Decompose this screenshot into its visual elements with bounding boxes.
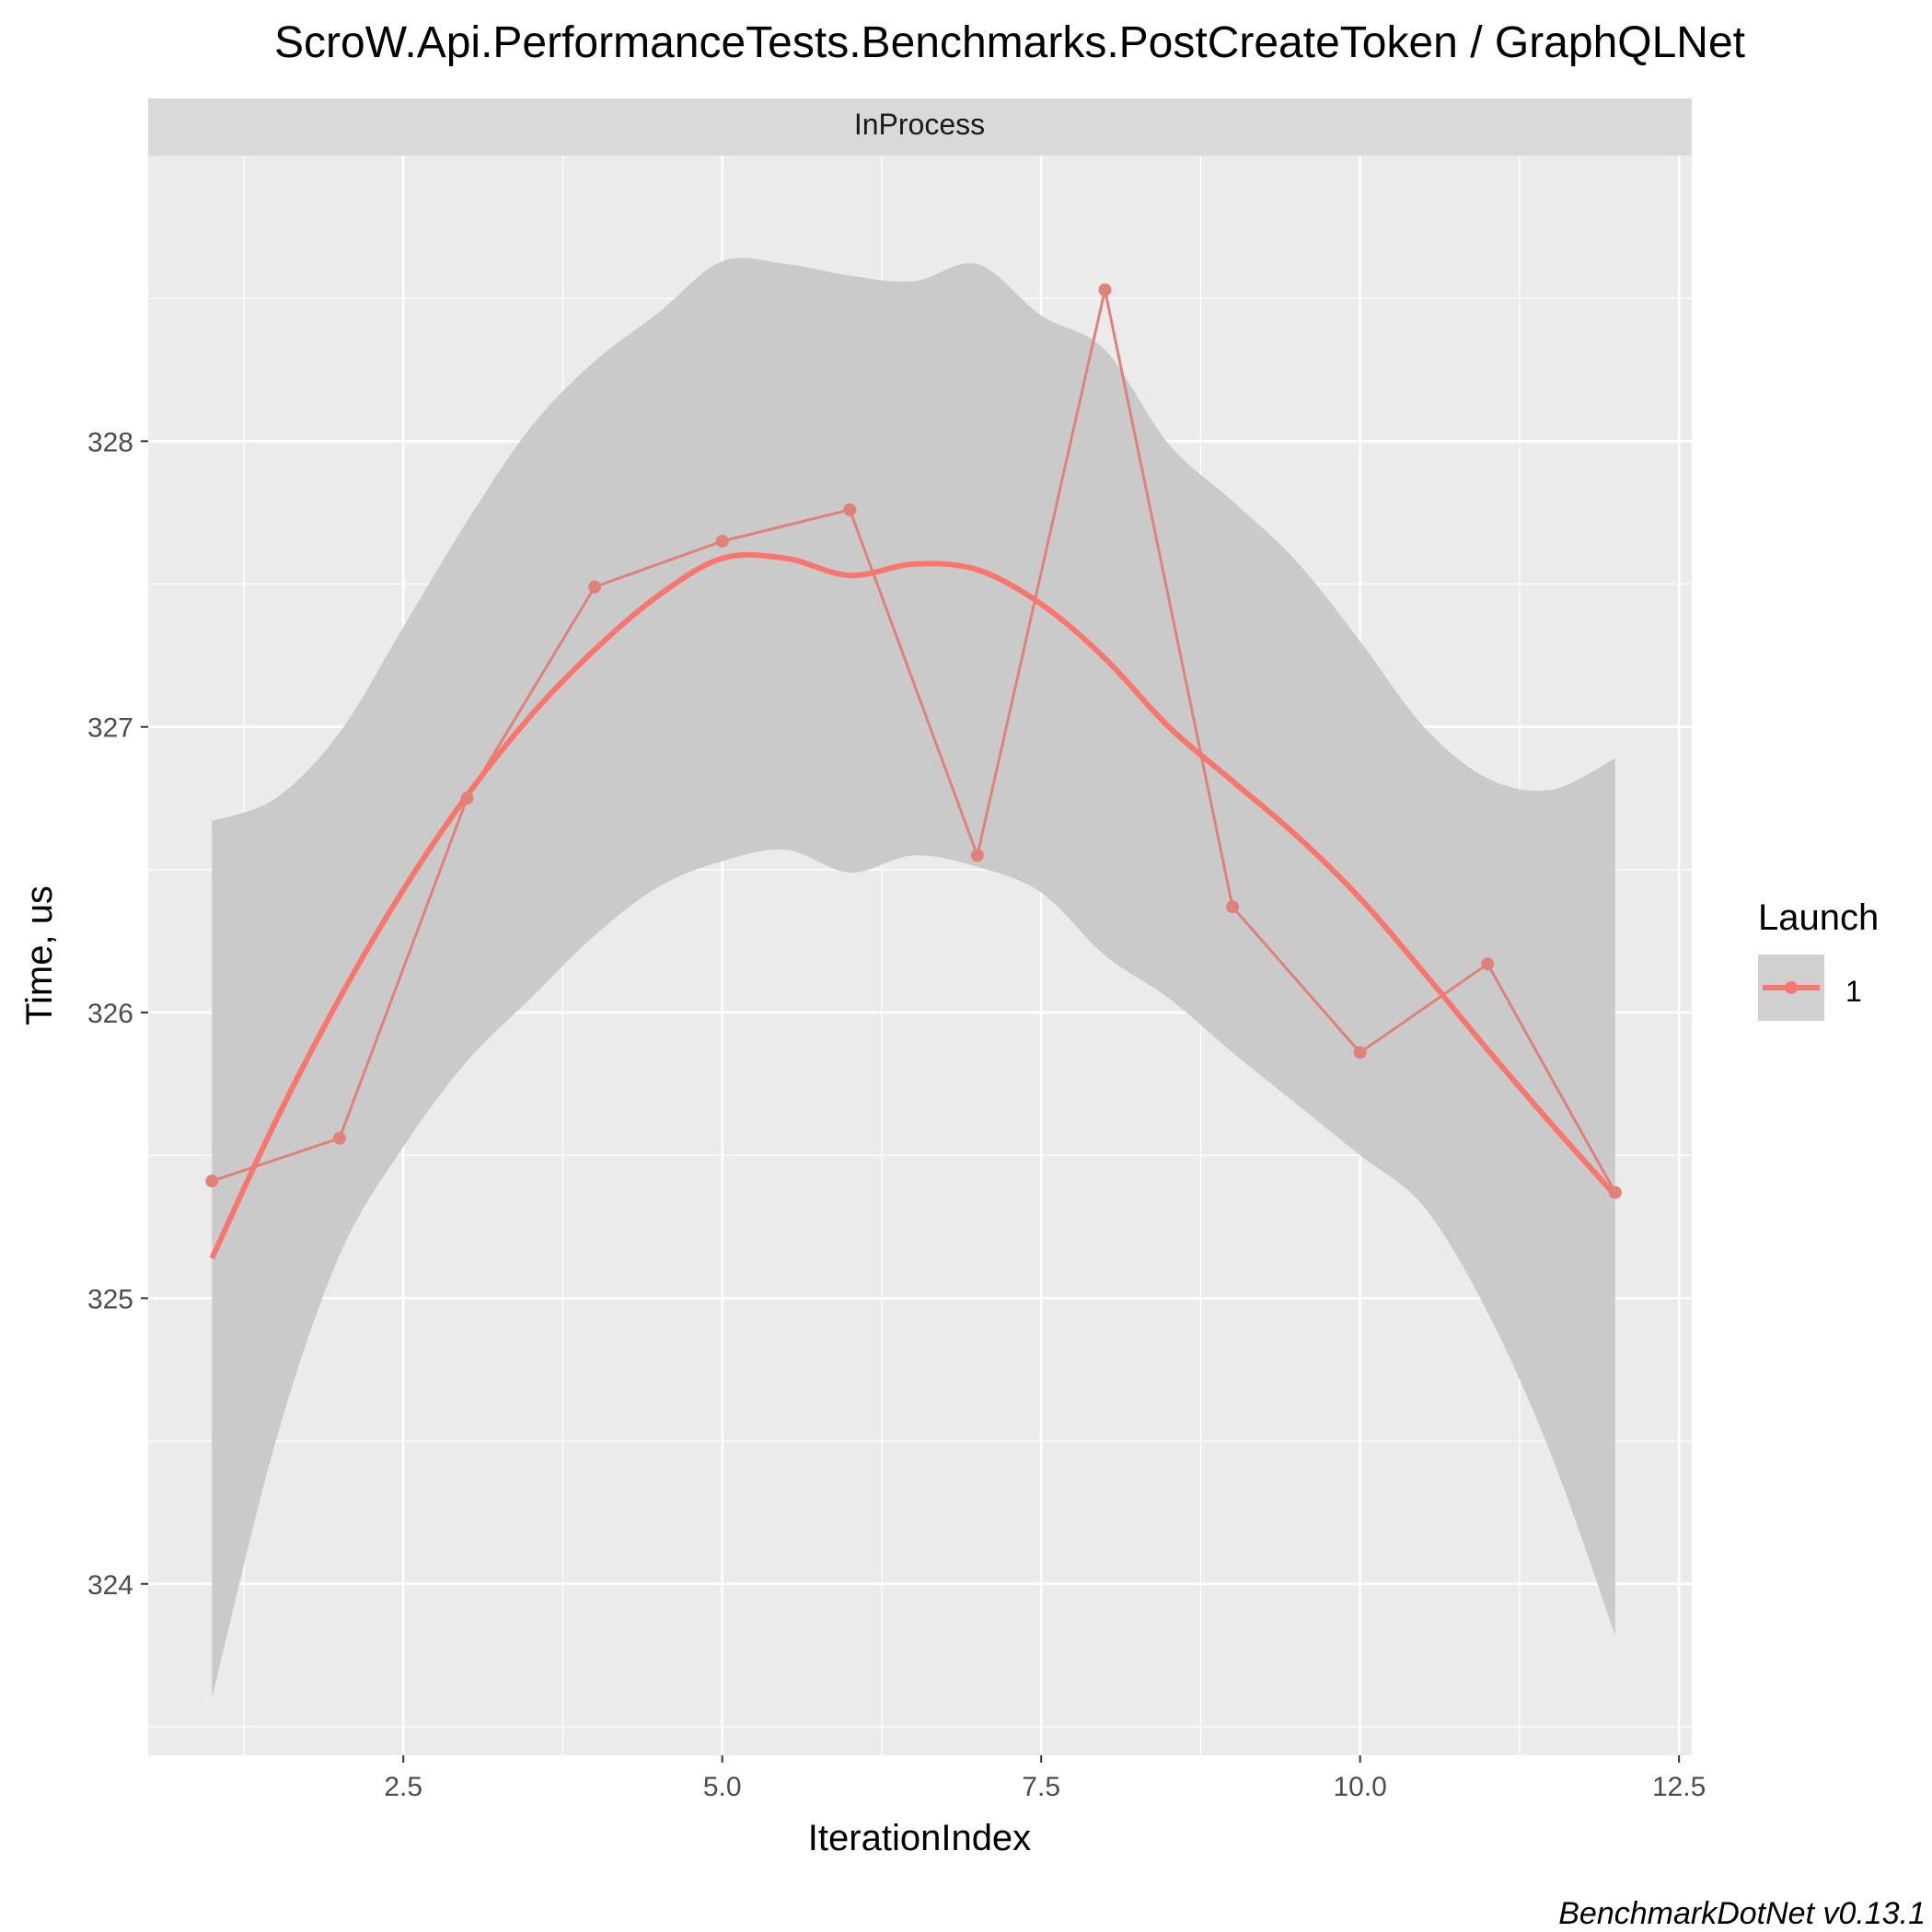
x-axis-ticks: 2.5 5.0 7.5 10.0 12.5	[384, 1755, 1706, 1802]
x-axis-title: IterationIndex	[808, 1818, 1031, 1858]
x-tick-label: 5.0	[703, 1772, 742, 1802]
legend: Launch 1	[1758, 897, 1879, 1021]
series-layer	[205, 283, 1622, 1260]
measurement-line	[211, 289, 1617, 1194]
legend-key-point	[1785, 981, 1798, 994]
data-point	[588, 580, 602, 594]
chart-title: ScroW.Api.PerformanceTests.Benchmarks.Po…	[274, 18, 1745, 67]
legend-entry-label: 1	[1845, 975, 1862, 1008]
data-point	[1481, 957, 1495, 971]
x-tick-label: 7.5	[1022, 1772, 1060, 1802]
confidence-ribbon-layer	[212, 258, 1615, 1698]
data-point	[1098, 283, 1112, 296]
x-tick-label: 10.0	[1333, 1772, 1386, 1802]
legend-title: Launch	[1758, 897, 1879, 938]
y-axis-ticks: 324 325 326 327 328	[87, 427, 148, 1601]
data-point	[1608, 1186, 1622, 1199]
data-point	[715, 534, 729, 548]
chart-caption: BenchmarkDotNet v0.13.1	[1558, 1896, 1926, 1931]
x-tick-label: 2.5	[384, 1772, 422, 1802]
data-point	[1226, 900, 1240, 914]
y-tick-label: 328	[87, 427, 133, 457]
confidence-ribbon	[212, 258, 1615, 1698]
data-point	[205, 1174, 219, 1188]
y-tick-label: 326	[87, 999, 133, 1029]
y-tick-label: 325	[87, 1284, 133, 1314]
smooth-trend-line	[209, 551, 1618, 1260]
facet-strip	[148, 98, 1692, 156]
y-tick-label: 327	[87, 713, 133, 744]
y-axis-title: Time, us	[19, 885, 60, 1025]
data-point	[460, 792, 474, 805]
data-point	[332, 1131, 346, 1145]
facet-label: InProcess	[854, 108, 985, 141]
data-point	[1353, 1046, 1367, 1059]
data-point	[843, 503, 857, 516]
y-tick-label: 324	[87, 1570, 133, 1601]
x-tick-label: 12.5	[1652, 1772, 1706, 1802]
data-point	[970, 849, 984, 862]
